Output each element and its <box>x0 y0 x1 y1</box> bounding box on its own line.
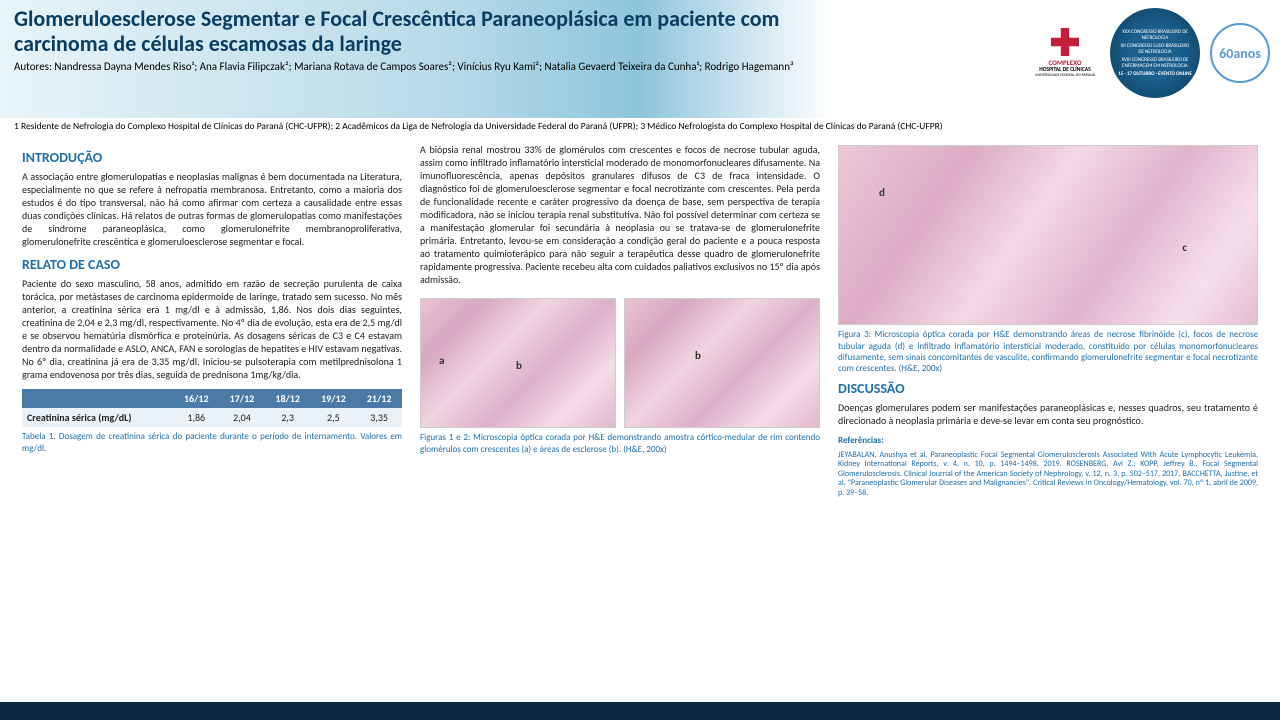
logo-sbn: 60anos <box>1210 23 1270 83</box>
table-caption: Tabela 1. Dosagem de creatinina sérica d… <box>22 431 402 454</box>
figure-row-12: a b b <box>420 298 820 428</box>
fig-label-c: c <box>1182 241 1187 254</box>
th-date: 21/12 <box>356 389 402 408</box>
heading-refs: Referências: <box>838 435 1258 446</box>
logo-hospital: COMPLEXO HOSPITAL DE CLÍNICAS UNIVERSIDA… <box>1030 18 1100 88</box>
cell: 1,86 <box>173 408 219 427</box>
th-date: 18/12 <box>265 389 311 408</box>
figure-3: d c <box>838 145 1258 325</box>
cross-icon <box>1051 28 1079 56</box>
heading-intro: INTRODUÇÃO <box>22 149 402 166</box>
th-blank <box>22 389 173 408</box>
heading-discussion: DISCUSSÃO <box>838 380 1258 397</box>
poster-authors: Autores: Nandressa Dayna Mendes Riso¹; A… <box>14 60 834 73</box>
logo-congress: XXX CONGRESSO BRASILEIRO DE NEFROLOGIA X… <box>1110 8 1200 98</box>
references-text: JEYABALAN, Anushya et al, Paraneoplastic… <box>838 451 1258 499</box>
poster-header: Glomeruloesclerose Segmentar e Focal Cre… <box>0 0 1280 118</box>
figure3-caption: Figura 3: Microscopia óptica corada por … <box>838 329 1258 374</box>
fig-label-d: d <box>879 186 885 199</box>
affiliations: 1 Residente de Nefrologia do Complexo Ho… <box>0 118 1280 135</box>
row-label: Creatinina sérica (mg/dL) <box>22 408 173 427</box>
table-row: Creatinina sérica (mg/dL) 1,86 2,04 2,3 … <box>22 408 402 427</box>
figure-2: b <box>624 298 820 428</box>
fig-label-a: a <box>439 354 444 367</box>
figure12-caption: Figuras 1 e 2: Microscopia óptica corada… <box>420 432 820 455</box>
th-date: 19/12 <box>311 389 357 408</box>
th-date: 16/12 <box>173 389 219 408</box>
column-2: A biópsia renal mostrou 33% de glomérulo… <box>420 143 820 498</box>
column-1: INTRODUÇÃO A associação entre glomerulop… <box>22 143 402 498</box>
fig-label-b: b <box>695 349 701 362</box>
cell: 2,5 <box>311 408 357 427</box>
footer-bar <box>0 702 1280 720</box>
cell: 2,04 <box>219 408 265 427</box>
intro-text: A associação entre glomerulopatias e neo… <box>22 170 402 248</box>
logo-row: COMPLEXO HOSPITAL DE CLÍNICAS UNIVERSIDA… <box>1030 8 1270 98</box>
biopsy-text: A biópsia renal mostrou 33% de glomérulo… <box>420 143 820 286</box>
poster-title: Glomeruloesclerose Segmentar e Focal Cre… <box>14 6 834 57</box>
cell: 2,3 <box>265 408 311 427</box>
th-date: 17/12 <box>219 389 265 408</box>
case-text: Paciente do sexo masculino, 58 anos, adm… <box>22 277 402 381</box>
fig-label-b: b <box>516 359 522 372</box>
discussion-text: Doenças glomerulares podem ser manifesta… <box>838 401 1258 427</box>
figure-1: a b <box>420 298 616 428</box>
heading-case: RELATO DE CASO <box>22 256 402 273</box>
content-columns: INTRODUÇÃO A associação entre glomerulop… <box>0 135 1280 498</box>
creatinine-table: 16/12 17/12 18/12 19/12 21/12 Creatinina… <box>22 389 402 427</box>
cell: 3,35 <box>356 408 402 427</box>
table-header-row: 16/12 17/12 18/12 19/12 21/12 <box>22 389 402 408</box>
column-3: d c Figura 3: Microscopia óptica corada … <box>838 143 1258 498</box>
